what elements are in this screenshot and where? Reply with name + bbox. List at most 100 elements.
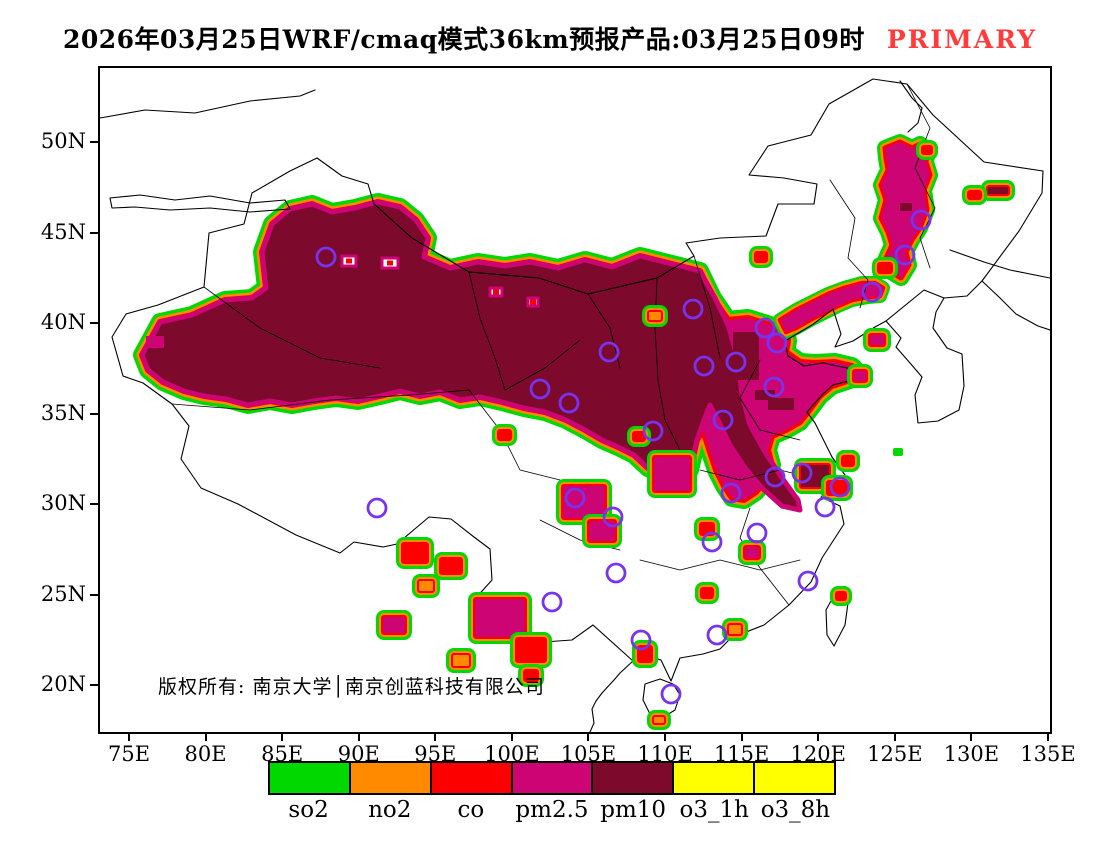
patch-core — [700, 587, 714, 599]
patch-core — [835, 591, 847, 601]
pollution-patch — [492, 424, 517, 446]
x-axis-label: 125E — [867, 742, 923, 766]
legend-label-o3_1h: o3_1h — [679, 797, 749, 823]
pollution-patch — [916, 140, 938, 160]
patch-core — [877, 262, 893, 274]
x-axis-tick — [204, 734, 207, 741]
patch-core — [967, 190, 982, 200]
hole-core — [493, 289, 499, 295]
y-axis-tick — [90, 412, 99, 415]
x-axis-label: 75E — [107, 742, 151, 766]
x-axis-tick — [281, 734, 284, 741]
patch-core — [439, 557, 463, 575]
patch-core — [401, 542, 429, 564]
pollution-patch — [434, 552, 468, 580]
pollution-patch — [376, 610, 412, 640]
patch-core — [515, 637, 547, 663]
station-circle — [712, 409, 734, 431]
y-axis-label: 45N — [40, 219, 86, 244]
x-axis-tick — [587, 734, 590, 741]
y-axis-label: 20N — [40, 672, 86, 696]
vietnam-coastline — [589, 660, 634, 732]
pollution-patch — [863, 328, 891, 352]
pollution-patch — [468, 592, 532, 644]
y-axis-label: 35N — [40, 400, 86, 425]
station-circle — [764, 466, 786, 488]
lake-balkhash — [109, 194, 291, 213]
in-blob-hole — [380, 256, 400, 270]
scattered-pollution-patches — [376, 140, 1015, 730]
hole-core — [530, 299, 536, 305]
station-circle — [366, 497, 388, 519]
x-axis-tick — [128, 734, 130, 741]
patch-core — [381, 615, 407, 635]
x-axis-label: 135E — [1020, 742, 1076, 766]
legend-swatch-o3_1h — [674, 763, 756, 793]
pollution-patch — [632, 640, 658, 668]
in-blob-hole — [488, 286, 504, 298]
patch-core — [986, 185, 1010, 196]
pollution-patch — [412, 574, 440, 598]
station-circle — [829, 476, 851, 498]
station-circle — [541, 591, 563, 613]
station-circle — [910, 209, 932, 231]
pollution-patch — [582, 514, 622, 548]
legend-label-pm2.5: pm2.5 — [515, 797, 589, 823]
station-circle — [693, 355, 715, 377]
y-axis-tick — [90, 503, 99, 505]
pollution-liaodong-strip — [780, 283, 883, 332]
patch-core — [652, 455, 692, 493]
kazakh-border-line — [100, 89, 316, 119]
patch-core — [727, 623, 743, 636]
pollution-patch — [830, 586, 852, 606]
x-axis-tick — [357, 734, 360, 741]
in-blob-hole — [526, 296, 540, 308]
patch-core — [652, 715, 666, 725]
map-canvas — [100, 78, 1050, 732]
patch-core — [921, 145, 933, 155]
y-axis-tick — [90, 684, 99, 686]
patch-core — [868, 333, 886, 347]
station-circle — [529, 378, 551, 400]
x-axis-label: 80E — [184, 742, 227, 766]
hole-core — [387, 260, 393, 266]
pollution-patch — [749, 246, 773, 268]
patch-core — [587, 519, 617, 543]
hainan-outline — [642, 678, 681, 719]
legend-label-o3_8h: o3_8h — [760, 797, 831, 823]
patch-core — [473, 597, 527, 639]
legend-swatch-no2 — [350, 763, 432, 793]
station-circle — [763, 376, 785, 398]
station-circle — [630, 629, 652, 651]
pollution-patch — [722, 618, 748, 641]
pollution-patch — [738, 540, 766, 565]
legend-label-no2: no2 — [368, 797, 412, 823]
y-axis-label: 30N — [40, 491, 86, 515]
pollution-patch — [446, 648, 476, 673]
title-highlight: PRIMARY — [886, 25, 1038, 54]
station-circle — [315, 246, 337, 268]
station-circle — [682, 298, 704, 320]
station-circle — [791, 462, 813, 484]
copyright-text: 版权所有: 南京大学│南京创蓝科技有限公司 — [158, 676, 545, 698]
station-circle — [861, 281, 883, 303]
station-circle — [814, 496, 836, 518]
title-text: 2026年03月25日WRF/cmaq模式36km预报产品:03月25日09时 — [62, 25, 865, 54]
station-circle — [797, 570, 819, 592]
hole-core — [346, 258, 352, 264]
station-circle — [564, 487, 586, 509]
station-circle — [642, 420, 664, 442]
china-border-outline — [111, 78, 1044, 682]
legend-label-so2: so2 — [288, 797, 329, 823]
patch-core — [743, 545, 761, 560]
patch-core — [841, 455, 855, 467]
in-blob-holes — [340, 254, 540, 308]
patch-core — [647, 310, 663, 322]
x-axis-tick — [817, 734, 820, 741]
pollution-patch — [893, 448, 903, 456]
x-axis-tick — [970, 734, 973, 741]
legend-swatch-o3_8h — [755, 763, 835, 793]
station-circle-markers — [315, 209, 932, 705]
y-axis-label: 50N — [40, 129, 86, 153]
